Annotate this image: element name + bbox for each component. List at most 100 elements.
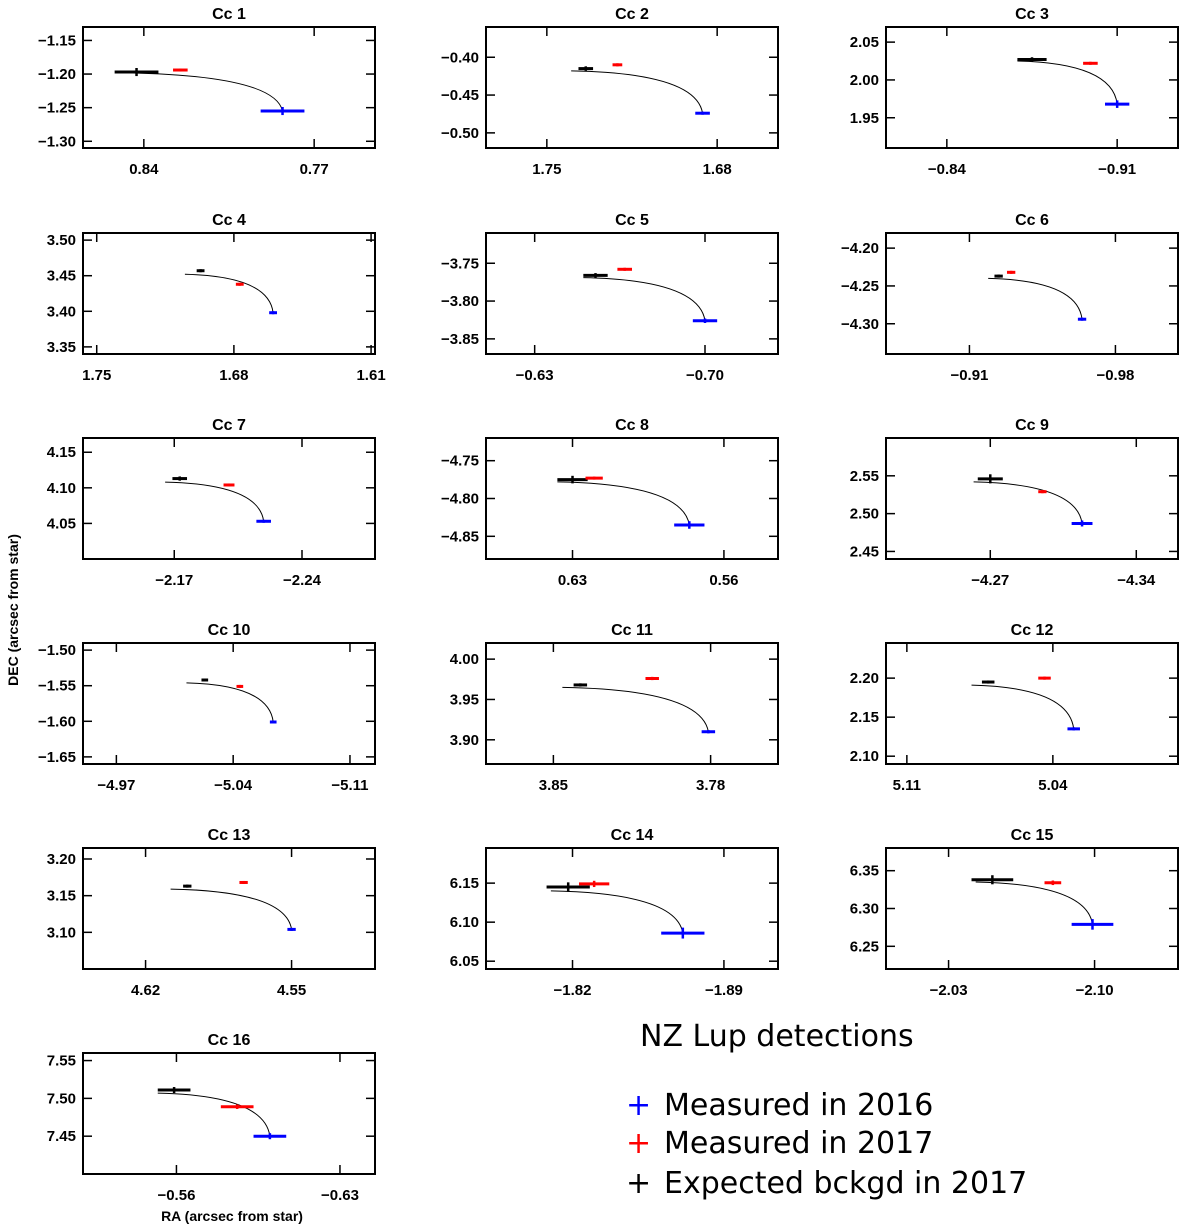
panel-cc-5: Cc 5 −0.63 −0.70 −3.75 −3.80 −3.85 [441,212,779,384]
measured-2016-marker [674,521,705,529]
measured-2017-marker [1083,61,1098,65]
measured-2016-marker [1071,520,1093,527]
measured-2016-marker [701,730,716,734]
panel-title: Cc 2 [615,6,649,23]
x-tick-label: −2.24 [283,572,322,589]
measured-2017-marker [239,880,248,884]
expected-bckgd-2017-marker [172,476,188,481]
x-tick-label: −2.10 [1076,982,1114,999]
y-tick-label: −1.25 [38,100,76,117]
x-tick-label: −0.91 [950,367,988,384]
y-tick-label: −0.50 [441,125,479,142]
x-tick-label: 1.68 [703,161,732,178]
y-tick-label: −1.55 [38,678,76,695]
panel-title: Cc 13 [208,827,251,844]
expected-bckgd-2017-marker [994,274,1003,278]
measured-2017-marker [612,63,623,67]
x-tick-label: −0.70 [686,367,724,384]
x-tick-label: 4.62 [131,982,160,999]
panel-title: Cc 14 [611,827,654,844]
y-tick-label: −3.75 [441,255,479,272]
legend-marker-2017: + [626,1126,651,1161]
y-tick-label: 7.45 [47,1128,76,1145]
measured-2017-marker [1038,676,1051,680]
expected-bckgd-2017-marker [578,66,594,71]
panel-title: Cc 11 [611,622,653,639]
measured-2017-marker [173,68,188,72]
y-tick-label: −0.45 [441,87,479,104]
plot-frame [82,26,376,149]
x-tick-label: 1.75 [82,367,111,384]
x-tick-label: −0.63 [516,367,554,384]
y-tick-label: −1.20 [38,66,76,83]
x-tick-label: −1.89 [705,982,743,999]
y-tick-label: 4.15 [47,444,76,461]
plot-frame [885,437,1179,560]
background-track [975,881,1093,925]
x-tick-label: 5.11 [893,777,921,794]
plot-frame [82,847,376,970]
legend-label-2017: Measured in 2017 [664,1126,933,1161]
y-tick-label: 3.15 [47,888,76,905]
panel-title: Cc 16 [208,1032,251,1049]
panel-title: Cc 7 [212,417,246,434]
y-tick-label: −1.50 [38,642,76,659]
y-tick-label: 2.00 [850,72,879,89]
panel-cc-1: Cc 1 0.84 0.77 −1.15 −1.20 −1.25 −1.30 [38,6,376,178]
y-tick-label: 6.10 [450,914,479,931]
y-tick-label: −3.80 [441,293,479,310]
background-track [119,72,284,112]
panel-cc-9: Cc 9 −4.27 −4.34 2.55 2.50 2.45 [850,417,1179,589]
x-tick-label: 0.63 [558,572,587,589]
y-tick-label: 7.50 [47,1090,76,1107]
measured-2017-marker [1038,490,1047,494]
x-tick-label: 3.78 [696,777,725,794]
expected-bckgd-2017-marker [981,680,995,684]
panel-cc-11: Cc 11 3.85 3.78 4.00 3.95 3.90 [450,622,779,794]
measured-2017-marker [617,267,632,271]
legend-marker-2016: + [626,1088,651,1123]
expected-bckgd-2017-marker [557,475,588,484]
expected-bckgd-2017-marker [183,884,192,888]
legend-item-2016: + Measured in 2016 [626,1088,933,1123]
plot-frame [82,1052,376,1175]
measured-2017-marker [645,676,659,681]
measured-2016-marker [661,927,705,939]
expected-bckgd-2017-marker [114,68,159,77]
plot-frame [885,26,1179,149]
panel-cc-2: Cc 2 1.75 1.68 −0.40 −0.45 −0.50 [441,6,779,178]
panel-title: Cc 12 [1011,622,1054,639]
background-track [988,277,1083,320]
panel-title: Cc 9 [1015,417,1049,434]
plot-frame [485,26,779,149]
background-track [557,481,690,526]
y-tick-label: 2.45 [850,543,879,560]
measured-2016-marker [692,318,718,323]
measured-2016-marker [256,519,271,523]
background-track [583,277,706,321]
measured-2017-marker [1006,270,1016,274]
y-tick-label: 6.25 [850,938,879,955]
measured-2016-marker [1105,100,1130,108]
measured-2016-marker [695,111,710,115]
legend-label-background: Expected bckgd in 2017 [664,1166,1027,1201]
y-tick-label: 6.35 [850,863,879,880]
background-track [1017,60,1118,105]
y-tick-label: 3.95 [450,691,479,708]
y-tick-label: −0.40 [441,49,479,66]
expected-bckgd-2017-marker [977,474,1003,484]
background-track [157,1092,271,1137]
panel-cc-15: Cc 15 −2.03 −2.10 6.35 6.30 6.25 [850,827,1179,999]
measured-2017-marker [1044,880,1062,886]
x-tick-label: 0.77 [300,161,329,178]
measured-2016-marker [269,311,278,315]
plot-frame [82,437,376,560]
plot-frame [485,642,779,765]
x-tick-label: −0.84 [928,161,967,178]
y-tick-label: −1.65 [38,749,76,766]
y-tick-label: 3.90 [450,732,479,749]
y-tick-label: 3.35 [47,339,76,356]
plot-frame [82,232,376,355]
plot-frame [885,642,1179,765]
